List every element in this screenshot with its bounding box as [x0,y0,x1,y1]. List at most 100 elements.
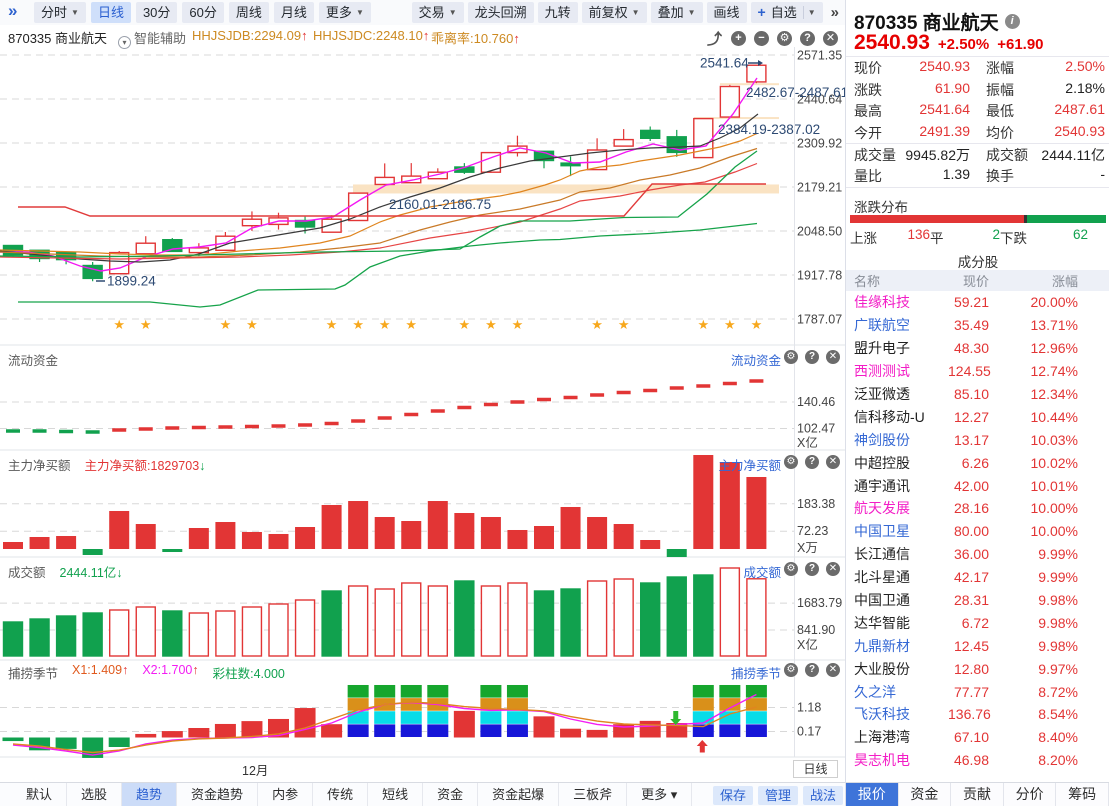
constituent-row[interactable]: 飞沃科技 136.76 8.54% [846,703,1109,726]
indicator-hhjsjdc: HHJSJDC:2248.10↑ [313,28,430,43]
settings-icon[interactable]: ⚙ [784,350,798,364]
strategy-tab-短线[interactable]: 短线 [368,783,424,806]
quote-label-现价: 现价 [854,59,882,76]
strategy-tab-趋势[interactable]: 趋势 [122,783,178,806]
help-icon[interactable]: ? [805,350,819,364]
period-button-日线[interactable]: 日线 [90,2,131,23]
down-arrow-icon: ↓ [199,459,206,473]
button-label: 资金起爆 [492,787,545,802]
constituent-name: 北斗星通 [854,569,910,586]
constituent-change: 9.97% [1038,660,1078,677]
period-button-月线[interactable]: 月线 [273,2,314,23]
chevron-down-icon: ▼ [448,8,457,17]
svg-text:★: ★ [113,317,125,332]
tool-button-龙头回溯[interactable]: 龙头回溯 [467,2,534,23]
tool-button-叠加[interactable]: 叠加 ▼ [650,2,703,23]
constituent-row[interactable]: 航天发展 28.16 10.00% [846,497,1109,520]
help-icon[interactable]: ? [800,31,815,46]
quote-tab-贡献[interactable]: 贡献 [951,783,1004,806]
toolbar-overflow-icon[interactable]: » [830,4,839,21]
close-icon[interactable]: ✕ [826,663,840,677]
action-button-保存[interactable]: 保存 [713,786,753,805]
period-button-分时[interactable]: 分时 ▼ [34,2,86,23]
distribution-up-segment [850,215,1025,223]
flow-panel-title: 流动资金 [8,354,59,368]
share-icon[interactable]: ⤴ [706,31,722,48]
action-button-战法[interactable]: 战法 [803,786,843,805]
period-button-30分[interactable]: 30分 [135,2,178,23]
tool-button-画线[interactable]: 画线 [706,2,747,23]
constituent-row[interactable]: 泛亚微透 85.10 12.34% [846,383,1109,406]
strategy-tab-传统[interactable]: 传统 [313,783,369,806]
settings-icon[interactable]: ⚙ [784,663,798,677]
close-icon[interactable]: ✕ [826,350,840,364]
constituent-row[interactable]: 九鼎新材 12.45 9.98% [846,634,1109,657]
strategy-tab-资金趋势[interactable]: 资金趋势 [177,783,259,806]
strategy-tab-更多[interactable]: 更多 ▾ [627,783,693,806]
distribution-flat-segment [1024,215,1027,223]
constituent-row[interactable]: 中超控股 6.26 10.02% [846,451,1109,474]
constituent-row[interactable]: 大业股份 12.80 9.97% [846,657,1109,680]
help-icon[interactable]: ? [805,663,819,677]
quote-tab-报价[interactable]: 报价 [846,783,899,806]
quote-tab-资金[interactable]: 资金 [898,783,952,806]
constituent-row[interactable]: 久之洋 77.77 8.72% [846,680,1109,703]
strategy-tab-选股[interactable]: 选股 [67,783,123,806]
tool-button-前复权[interactable]: 前复权 ▼ [581,2,647,23]
close-icon[interactable]: ✕ [826,562,840,576]
strategy-tab-资金[interactable]: 资金 [423,783,479,806]
constituent-row[interactable]: 通宇通讯 42.00 10.01% [846,474,1109,497]
tool-button-交易[interactable]: 交易 ▼ [411,2,464,23]
zoom-in-icon[interactable]: + [731,31,746,46]
constituent-row[interactable]: 西测测试 124.55 12.74% [846,360,1109,383]
strategy-tab-三板斧[interactable]: 三板斧 [559,783,628,806]
button-label: 自选 [770,5,797,20]
constituent-row[interactable]: 中国卫星 80.00 10.00% [846,520,1109,543]
constituent-row[interactable]: 中国卫通 28.31 9.98% [846,589,1109,612]
constituents-col-现价[interactable]: 现价 [962,274,989,289]
panel-separators [0,47,845,758]
constituent-row[interactable]: 长江通信 36.00 9.99% [846,543,1109,566]
constituent-price: 12.45 [953,637,989,654]
constituent-row[interactable]: 上海港湾 67.10 8.40% [846,726,1109,749]
constituent-row[interactable]: 佳缘科技 59.21 20.00% [846,291,1109,314]
collapse-panel-icon[interactable]: » [8,1,18,20]
settings-icon[interactable]: ⚙ [784,455,798,469]
period-button-更多[interactable]: 更多 ▼ [318,2,371,23]
quote-tab-分价[interactable]: 分价 [1003,783,1057,806]
help-icon[interactable]: ? [805,455,819,469]
quote-value-现价: 2540.93 [919,57,970,74]
help-icon[interactable]: ? [805,562,819,576]
constituent-row[interactable]: 盟升电子 48.30 12.96% [846,337,1109,360]
strategy-tab-资金起爆[interactable]: 资金起爆 [478,783,560,806]
tool-button-九转[interactable]: 九转 [537,2,578,23]
constituents-col-名称[interactable]: 名称 [854,274,881,289]
smart-assist-toggle[interactable]: ▾ 智能辅助 [118,28,186,49]
constituent-row[interactable]: 昊志机电 46.98 8.20% [846,749,1109,772]
constituent-row[interactable]: 达华智能 6.72 9.98% [846,611,1109,634]
constituent-price: 6.26 [961,454,989,471]
strategy-tab-默认[interactable]: 默认 [12,783,68,806]
quote-tab-筹码[interactable]: 筹码 [1056,783,1109,806]
constituents-col-涨幅[interactable]: 涨幅 [1051,274,1078,289]
constituent-row[interactable]: 北斗星通 42.17 9.99% [846,566,1109,589]
constituent-row[interactable]: 信科移动-U 12.27 10.44% [846,405,1109,428]
constituent-row[interactable]: 广联航空 35.49 13.71% [846,314,1109,337]
close-icon[interactable]: ✕ [826,455,840,469]
strategy-tab-内参[interactable]: 内参 [258,783,314,806]
zoom-out-icon[interactable]: − [754,31,769,46]
constituent-price: 46.98 [953,752,989,769]
info-icon[interactable]: i [1004,14,1020,29]
settings-icon[interactable]: ⚙ [784,562,798,576]
settings-icon[interactable]: ⚙ [777,31,792,46]
quote-value-振幅: 2.18% [1065,79,1105,96]
tool-button-自选[interactable]: + 自选 ▼ [750,2,823,23]
strategy-bar: 默认 选股 趋势 资金趋势 内参 传统 短线 资金 资金起爆 三板斧 更多 ▾ [0,782,845,806]
action-button-管理[interactable]: 管理 [758,786,798,805]
period-button-周线[interactable]: 周线 [228,2,269,23]
close-icon[interactable]: ✕ [823,31,838,46]
constituent-row[interactable]: 神剑股份 13.17 10.03% [846,428,1109,451]
period-button-60分[interactable]: 60分 [182,2,224,23]
